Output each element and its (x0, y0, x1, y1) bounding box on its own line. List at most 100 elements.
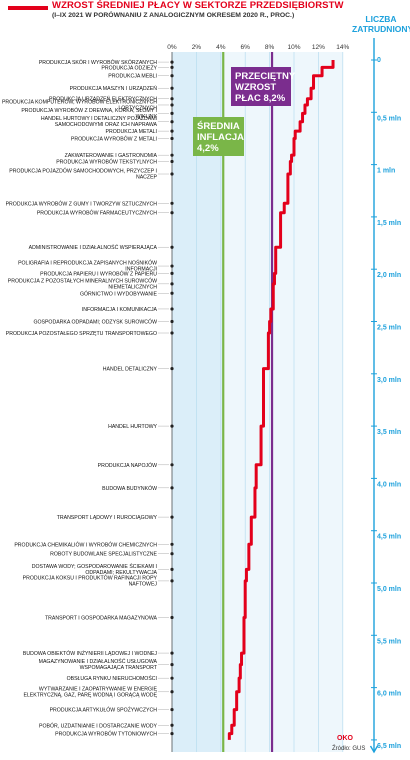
sector-label: DOSTAWA WODY; GOSPODAROWANIE ŚCIEKAMI I (32, 562, 157, 570)
sector-label: HANDEL HURTOWY (108, 424, 157, 430)
sector-label: WSPOMAGAJĄCA TRANSPORT (80, 665, 158, 671)
sector-dot (170, 159, 174, 164)
inflation-label-box (193, 117, 244, 156)
sector-dot (170, 615, 174, 620)
x-tick-label: 10% (287, 44, 300, 51)
sector-dot (170, 515, 174, 519)
sector-label: NACZEP (136, 175, 158, 181)
x-tick-label: 6% (240, 44, 250, 51)
sector-dot (170, 120, 174, 124)
y-tick-label: 2,0 mln (377, 272, 401, 279)
sector-dot (170, 65, 174, 69)
sector-dot (170, 60, 174, 64)
x-tick-label: 2% (192, 44, 202, 51)
sector-label: OBSŁUGA RYNKU NIERUCHOMOŚCI (67, 674, 157, 682)
sector-dot (170, 86, 174, 90)
y-tick-label: 0 (377, 57, 381, 64)
source-note: Źródło: GUS (332, 746, 366, 752)
sector-dot (170, 291, 174, 295)
sector-dot (170, 97, 174, 101)
sector-dot (170, 651, 174, 655)
sector-label: WIKLINY (136, 114, 158, 120)
sector-label: PRODUKCJA Z POZOSTAŁYCH MINERALNYCH SURO… (8, 277, 157, 284)
sector-label: ROBOTY BUDOWLANE SPECJALISTYCZNE (50, 552, 157, 558)
sector-dot (170, 366, 174, 371)
sector-dot (170, 732, 174, 736)
sector-dot (170, 153, 174, 157)
sector-label: PRODUKCJA KOKSU I PRODUKTÓW RAFINACJI RO… (23, 574, 158, 581)
chart-subtitle: (I–IX 2021 W PORÓWNANIU Z ANALOGICZNYM O… (52, 12, 295, 19)
sector-dot (170, 690, 174, 694)
y-tick-label: 4,5 mln (377, 534, 401, 541)
sector-dot (170, 331, 174, 335)
sector-label: PRODUKCJA ODZIEŻY (101, 64, 157, 71)
x-tick-label: 14% (336, 44, 349, 51)
average-wage-label-text: PRZECIĘTNY (235, 71, 296, 82)
sector-dot (170, 424, 174, 428)
sector-label: GÓRNICTWO I WYDOBYWANIE (80, 290, 158, 297)
sector-label: SAMOCHODOWYMI ORAZ ICH NAPRAWA (55, 122, 158, 128)
inflation-label-text: ŚREDNIA (197, 120, 240, 132)
sector-label: HANDEL HURTOWY I DETALICZNY POJAZDAMI (41, 116, 157, 122)
x-tick-label: 4% (216, 44, 226, 51)
y-tick-label: 6,5 mln (377, 743, 401, 750)
sector-label: ZAKWATEROWANIE I GASTRONOMIA (65, 153, 158, 159)
y-tick-label: 5,0 mln (377, 586, 401, 593)
y-tick-label: 6,0 mln (377, 691, 401, 698)
sector-dot (170, 211, 174, 215)
sector-label: PRODUKCJA KOMPUTERÓW, WYROBÓW ELEKTRONIC… (2, 98, 157, 105)
sector-label: BUDOWA BUDYNKÓW (102, 485, 157, 492)
sector-dot (170, 103, 174, 107)
x-tick-label: 12% (312, 44, 325, 51)
y-tick-label: 5,5 mln (377, 638, 401, 645)
y-tick-label: 1,5 mln (377, 220, 401, 227)
sector-dot (170, 542, 174, 546)
sector-dot (170, 245, 174, 249)
sector-dot (170, 264, 174, 268)
inflation-label-text: 4,2% (197, 143, 219, 154)
sector-label: NIEMETALICZNYCH (108, 284, 157, 290)
chart-title: WZROST ŚREDNIEJ PŁACY W SEKTORZE PRZEDSI… (52, 0, 344, 11)
sector-dot (170, 201, 174, 205)
y-tick-label: 2,5 mln (377, 325, 401, 332)
sector-label: PRODUKCJA MEBLI (108, 74, 157, 80)
sector-label: I OPTYCZNYCH (118, 105, 157, 111)
sector-label: ELEKTRYCZNĄ, GAZ, PARĘ WODNĄ I GORĄCĄ WO… (23, 692, 157, 698)
sector-dot (170, 463, 174, 467)
y-tick-label: 4,0 mln (377, 481, 401, 488)
sector-dot (170, 111, 174, 115)
sector-label: TRANSPORT LĄDOWY I RUROCIĄGOWY (57, 515, 158, 521)
y-tick-label: 3,0 mln (377, 377, 401, 384)
sector-label: PRODUKCJA URZĄDZEŃ ELEKTRYCZNYCH (49, 96, 157, 103)
publisher-logo: OKO (337, 735, 353, 742)
sector-dot (170, 172, 174, 176)
plot-band (223, 52, 343, 752)
sector-label: PRODUKCJA NAPOJÓW (98, 462, 157, 469)
sector-label: PRODUKCJA WYROBÓW Z METALI (71, 135, 157, 142)
y-axis-title: LICZBA ZATRUDNIONYCH (352, 14, 410, 34)
sector-label: PRODUKCJA WYROBÓW FARMACEUTYCZNYCH (37, 210, 157, 217)
sector-dot (170, 486, 174, 490)
sector-label: MAGAZYNOWANIE I DZIAŁALNOŚĆ USŁUGOWA (39, 657, 158, 665)
average-wage-label-text: WZROST (235, 82, 276, 93)
sector-label: PRODUKCJA POJAZDÓW SAMOCHODOWYCH, PRZYCZ… (9, 168, 157, 175)
sector-label: BUDOWA OBIEKTÓW INŻYNIERII LĄDOWEJ I WOD… (23, 650, 158, 657)
sector-label: GOSPODARKA ODPADAMI; ODZYSK SUROWCÓW (33, 319, 157, 326)
sector-dot (170, 129, 174, 133)
sector-label: WYTWARZANIE I ZAOPATRYWANIE W ENERGIĘ (39, 686, 158, 692)
sector-label: INFORMACJI (125, 267, 157, 273)
sector-label: HANDEL DETALICZNY (103, 367, 158, 373)
sector-label: NAFTOWEJ (129, 581, 158, 587)
sector-dot (170, 74, 174, 78)
sector-dot (170, 676, 174, 680)
title-legend-swatch (8, 6, 48, 10)
sector-label: PRODUKCJA WYROBÓW Z DREWNA, KORKA, SŁOMY… (21, 107, 157, 114)
average-wage-label-box (231, 67, 291, 106)
sector-label: POLIGRAFIA I REPRODUKCJA ZAPISANYCH NOŚN… (18, 259, 157, 267)
sector-dot (170, 552, 174, 556)
sector-dot (170, 579, 174, 583)
sector-label: PRODUKCJA WYROBÓW Z GUMY I TWORZYW SZTUC… (6, 200, 158, 207)
sector-label: PRODUKCJA POZOSTAŁEGO SPRZĘTU TRANSPORTO… (6, 331, 157, 337)
inflation-label-text: INFLACJA (197, 132, 244, 143)
